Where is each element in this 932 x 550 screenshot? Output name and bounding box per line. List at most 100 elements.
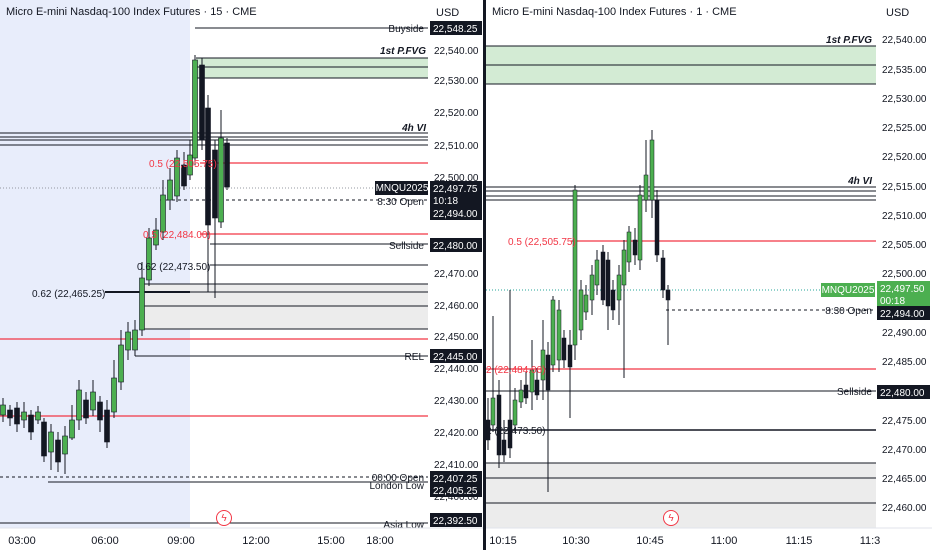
time-tick: 10:45 (636, 535, 664, 547)
candle-body (0, 404, 6, 416)
chart-canvas-15m[interactable]: 0.5 (22,505.75) 0.5 (22,484.00) 0.62 (22,4… (0, 0, 483, 550)
candle-body (132, 329, 138, 351)
fib-label: 0.62 (22,473.50) (137, 262, 210, 273)
fib-label: 0.5 (22,505.75) (149, 159, 217, 170)
candle-body (665, 289, 671, 301)
price-badge-label: 22,480.00 (433, 241, 478, 252)
currency-label-15m[interactable]: USD (436, 7, 460, 19)
line-label: REL (405, 352, 425, 363)
price-tick: 22,525.00 (882, 123, 927, 134)
candle-body (616, 274, 622, 301)
price-badge (430, 21, 482, 35)
candle-body (660, 257, 666, 291)
price-badge-label: 22,497.75 (433, 184, 478, 195)
price-badge-label: 22,445.00 (433, 352, 478, 363)
candle-body (649, 139, 655, 201)
line-label: London Low (370, 481, 425, 492)
time-tick: 15:00 (317, 535, 345, 547)
time-tick: 18:00 (366, 535, 394, 547)
price-tick: 22,515.00 (882, 182, 927, 193)
fib-label: 2 (22,473.50) (486, 426, 546, 437)
time-tick: 09:00 (167, 535, 195, 547)
candle-body (507, 419, 513, 449)
candle-body (632, 239, 638, 256)
price-badge-label: 00:18 (880, 296, 905, 307)
chart-pane-1m[interactable]: 0.5 (22,505.75) 2 (22,484.00) 2 (22,473.50… (486, 0, 932, 550)
symbol-tag (375, 181, 429, 195)
chart-pane-15m[interactable]: 0.5 (22,505.75) 0.5 (22,484.00) 0.62 (22,4… (0, 0, 483, 550)
candle-body (600, 251, 606, 301)
candle-body (69, 419, 75, 439)
line-label: Buyside (388, 24, 424, 35)
events-bolt-icon[interactable]: ϟ (663, 510, 679, 526)
price-badge (877, 385, 930, 399)
candle-body (160, 194, 166, 233)
price-tick: 22,400.00 (434, 492, 479, 503)
candle-body (181, 164, 187, 187)
price-tick: 22,530.00 (882, 94, 927, 105)
candle-body (578, 289, 584, 331)
price-tick: 22,520.00 (882, 152, 927, 163)
candle-body (594, 259, 600, 286)
line-label: Sellside (837, 387, 872, 398)
price-tick: 22,535.00 (882, 65, 927, 76)
fib-label: 0.5 (22,484.00) (143, 230, 211, 241)
line-label: 1st P.FVG (826, 35, 872, 46)
price-badge-label: 22,405.25 (433, 486, 478, 497)
candle-body (518, 389, 524, 403)
candle-body (534, 379, 540, 396)
candle-body (21, 411, 27, 421)
price-tick: 22,430.00 (434, 396, 479, 407)
candle-body (545, 354, 551, 391)
candle-body (490, 397, 496, 426)
symbol-tag-label: MNQU2025 (822, 285, 875, 296)
price-badge-label: 10:18 (433, 196, 458, 207)
price-badge (430, 193, 482, 207)
price-badge-label: 22,494.00 (433, 209, 478, 220)
candle-body (76, 389, 82, 421)
line-label: 8:30 Open (377, 197, 424, 208)
candle-body (610, 289, 616, 311)
price-tick: 22,505.00 (882, 240, 927, 251)
range-zone (486, 463, 876, 528)
candle-body (7, 409, 13, 419)
candle-body (589, 274, 595, 301)
candle-body (104, 409, 110, 443)
price-tick: 22,530.00 (434, 76, 479, 87)
candle-body (187, 154, 193, 176)
time-tick: 06:00 (91, 535, 119, 547)
price-badge-label: 22,497.50 (880, 284, 925, 295)
candle-body (97, 401, 103, 421)
session-shading (0, 0, 190, 528)
price-tick: 22,540.00 (882, 35, 927, 46)
candle-body (501, 439, 507, 456)
price-tick: 22,475.00 (882, 416, 927, 427)
events-bolt-icon[interactable]: ϟ (216, 510, 232, 526)
symbol-tag-label: MNQU2025 (376, 183, 429, 194)
chart-canvas-1m[interactable]: 0.5 (22,505.75) 2 (22,484.00) 2 (22,473.50… (486, 0, 932, 550)
candle-body (496, 394, 502, 456)
candle-body (48, 431, 54, 453)
candle-body (83, 399, 89, 419)
candle-body (605, 259, 611, 307)
line-label: 1st P.FVG (380, 46, 426, 57)
currency-label-1m[interactable]: USD (886, 7, 910, 19)
candle-body (643, 174, 649, 201)
price-tick: 22,440.00 (434, 364, 479, 375)
candle-body (637, 194, 643, 261)
pane-divider[interactable] (483, 0, 486, 550)
price-badge (430, 206, 482, 220)
candle-body (654, 199, 660, 256)
fib-label: 0.5 (22,505.75) (508, 237, 576, 248)
chart-title-1m: Micro E-mini Nasdaq-100 Index Futures · … (492, 6, 737, 18)
time-tick: 03:00 (8, 535, 36, 547)
price-badge (877, 306, 930, 320)
fib-label: 0.62 (22,465.25) (32, 289, 105, 300)
price-tick: 22,410.00 (434, 460, 479, 471)
time-axis (486, 528, 932, 550)
price-tick: 22,490.00 (882, 328, 927, 339)
price-badge-label: 22,407.25 (433, 474, 478, 485)
price-badge (430, 513, 482, 527)
price-tick: 22,465.00 (882, 474, 927, 485)
candle-body (28, 414, 34, 433)
